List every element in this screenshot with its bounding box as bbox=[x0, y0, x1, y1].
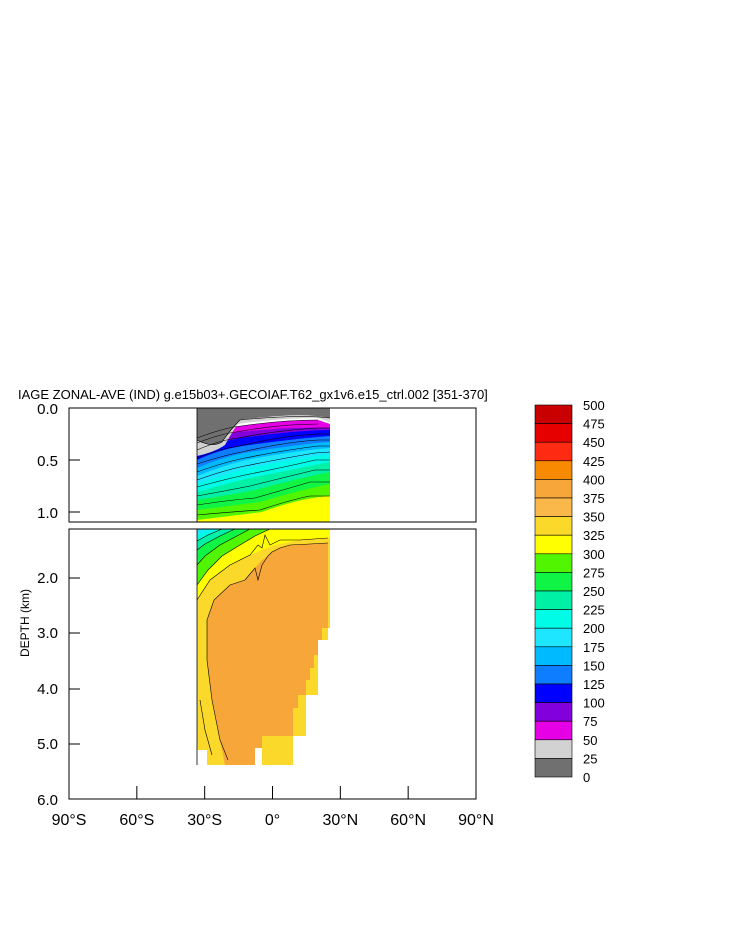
colorbar-label: 175 bbox=[583, 640, 605, 655]
colorbar-label: 500 bbox=[583, 398, 605, 413]
colorbar-label: 250 bbox=[583, 584, 605, 599]
colorbar: 5004754504254003753503253002752502252001… bbox=[534, 398, 605, 785]
colorbar-label: 375 bbox=[583, 491, 605, 506]
band-375 bbox=[207, 543, 328, 765]
colorbar-label: 50 bbox=[583, 733, 597, 748]
chart-title: IAGE ZONAL-AVE (IND) g.e15b03+.GECOIAF.T… bbox=[18, 387, 488, 402]
colorbar-label: 200 bbox=[583, 621, 605, 636]
colorbar-label: 225 bbox=[583, 603, 605, 618]
colorbar-swatch bbox=[534, 627, 573, 648]
x-tick-label: 30°S bbox=[187, 812, 222, 829]
ytick-2.0: 2.0 bbox=[37, 570, 58, 587]
band-225 bbox=[197, 452, 330, 492]
colorbar-swatch bbox=[534, 758, 573, 778]
ytick-1.0: 1.0 bbox=[37, 505, 58, 522]
colorbar-label: 350 bbox=[583, 510, 605, 525]
colorbar-label: 275 bbox=[583, 565, 605, 580]
x-tick-labels: 90°S 60°S 30°S 0° 30°N 60°N 90°N bbox=[52, 812, 494, 829]
colorbar-label: 450 bbox=[583, 435, 605, 450]
colorbar-swatch bbox=[534, 720, 573, 741]
upper-frame bbox=[68, 407, 477, 523]
colorbar-swatch bbox=[534, 702, 573, 722]
ytick-5.0: 5.0 bbox=[37, 736, 58, 753]
x-tick-label: 60°N bbox=[390, 812, 426, 829]
colorbar-swatch bbox=[534, 683, 573, 703]
band-200 bbox=[197, 529, 210, 535]
colorbar-swatch bbox=[534, 404, 573, 424]
ytick-0.5: 0.5 bbox=[37, 453, 58, 470]
x-tick-label: 60°S bbox=[119, 812, 154, 829]
x-tick-label: 30°N bbox=[322, 812, 358, 829]
band-150 bbox=[197, 434, 330, 468]
colorbar-label: 150 bbox=[583, 658, 605, 673]
colorbar-swatch bbox=[534, 572, 573, 592]
x-tick-label: 90°N bbox=[458, 812, 494, 829]
band-50 bbox=[197, 416, 330, 456]
x-tick-label: 90°S bbox=[52, 812, 87, 829]
colorbar-label: 400 bbox=[583, 472, 605, 487]
ytick-3.0: 3.0 bbox=[37, 625, 58, 642]
band-200 bbox=[197, 446, 330, 484]
band-275 bbox=[197, 470, 330, 510]
colorbar-label: 325 bbox=[583, 528, 605, 543]
ytick-4.0: 4.0 bbox=[37, 681, 58, 698]
band-100 bbox=[197, 424, 330, 452]
colorbar-swatch bbox=[534, 441, 573, 462]
colorbar-label: 75 bbox=[583, 714, 597, 729]
ytick-0.0: 0.0 bbox=[37, 401, 58, 418]
colorbar-label: 0 bbox=[583, 770, 590, 785]
colorbar-label: 125 bbox=[583, 677, 605, 692]
colorbar-label: 475 bbox=[583, 417, 605, 432]
colorbar-swatch bbox=[534, 534, 573, 555]
colorbar-label: 100 bbox=[583, 696, 605, 711]
y-axis-label: DEPTH (km) bbox=[18, 589, 32, 657]
colorbar-swatch bbox=[534, 553, 573, 573]
colorbar-swatch bbox=[534, 479, 573, 499]
band-75 bbox=[197, 420, 330, 446]
colorbar-swatch bbox=[534, 460, 573, 480]
colorbar-label: 25 bbox=[583, 751, 597, 766]
colorbar-swatch bbox=[534, 497, 573, 517]
x-tick-label: 0° bbox=[265, 812, 280, 829]
ytick-6.0: 6.0 bbox=[37, 792, 58, 809]
band-0-25 bbox=[197, 408, 330, 445]
colorbar-label: 300 bbox=[583, 547, 605, 562]
colorbar-label: 425 bbox=[583, 454, 605, 469]
lower-panel bbox=[196, 529, 340, 799]
colorbar-swatch bbox=[534, 590, 573, 610]
colorbar-swatch bbox=[534, 609, 573, 629]
colorbar-swatch bbox=[534, 665, 573, 685]
colorbar-swatch bbox=[534, 739, 573, 759]
colorbar-swatch bbox=[534, 423, 573, 443]
colorbar-swatch bbox=[534, 646, 573, 666]
upper-panel bbox=[196, 408, 331, 522]
axis-ticks bbox=[68, 407, 477, 800]
colorbar-swatch bbox=[534, 516, 573, 536]
